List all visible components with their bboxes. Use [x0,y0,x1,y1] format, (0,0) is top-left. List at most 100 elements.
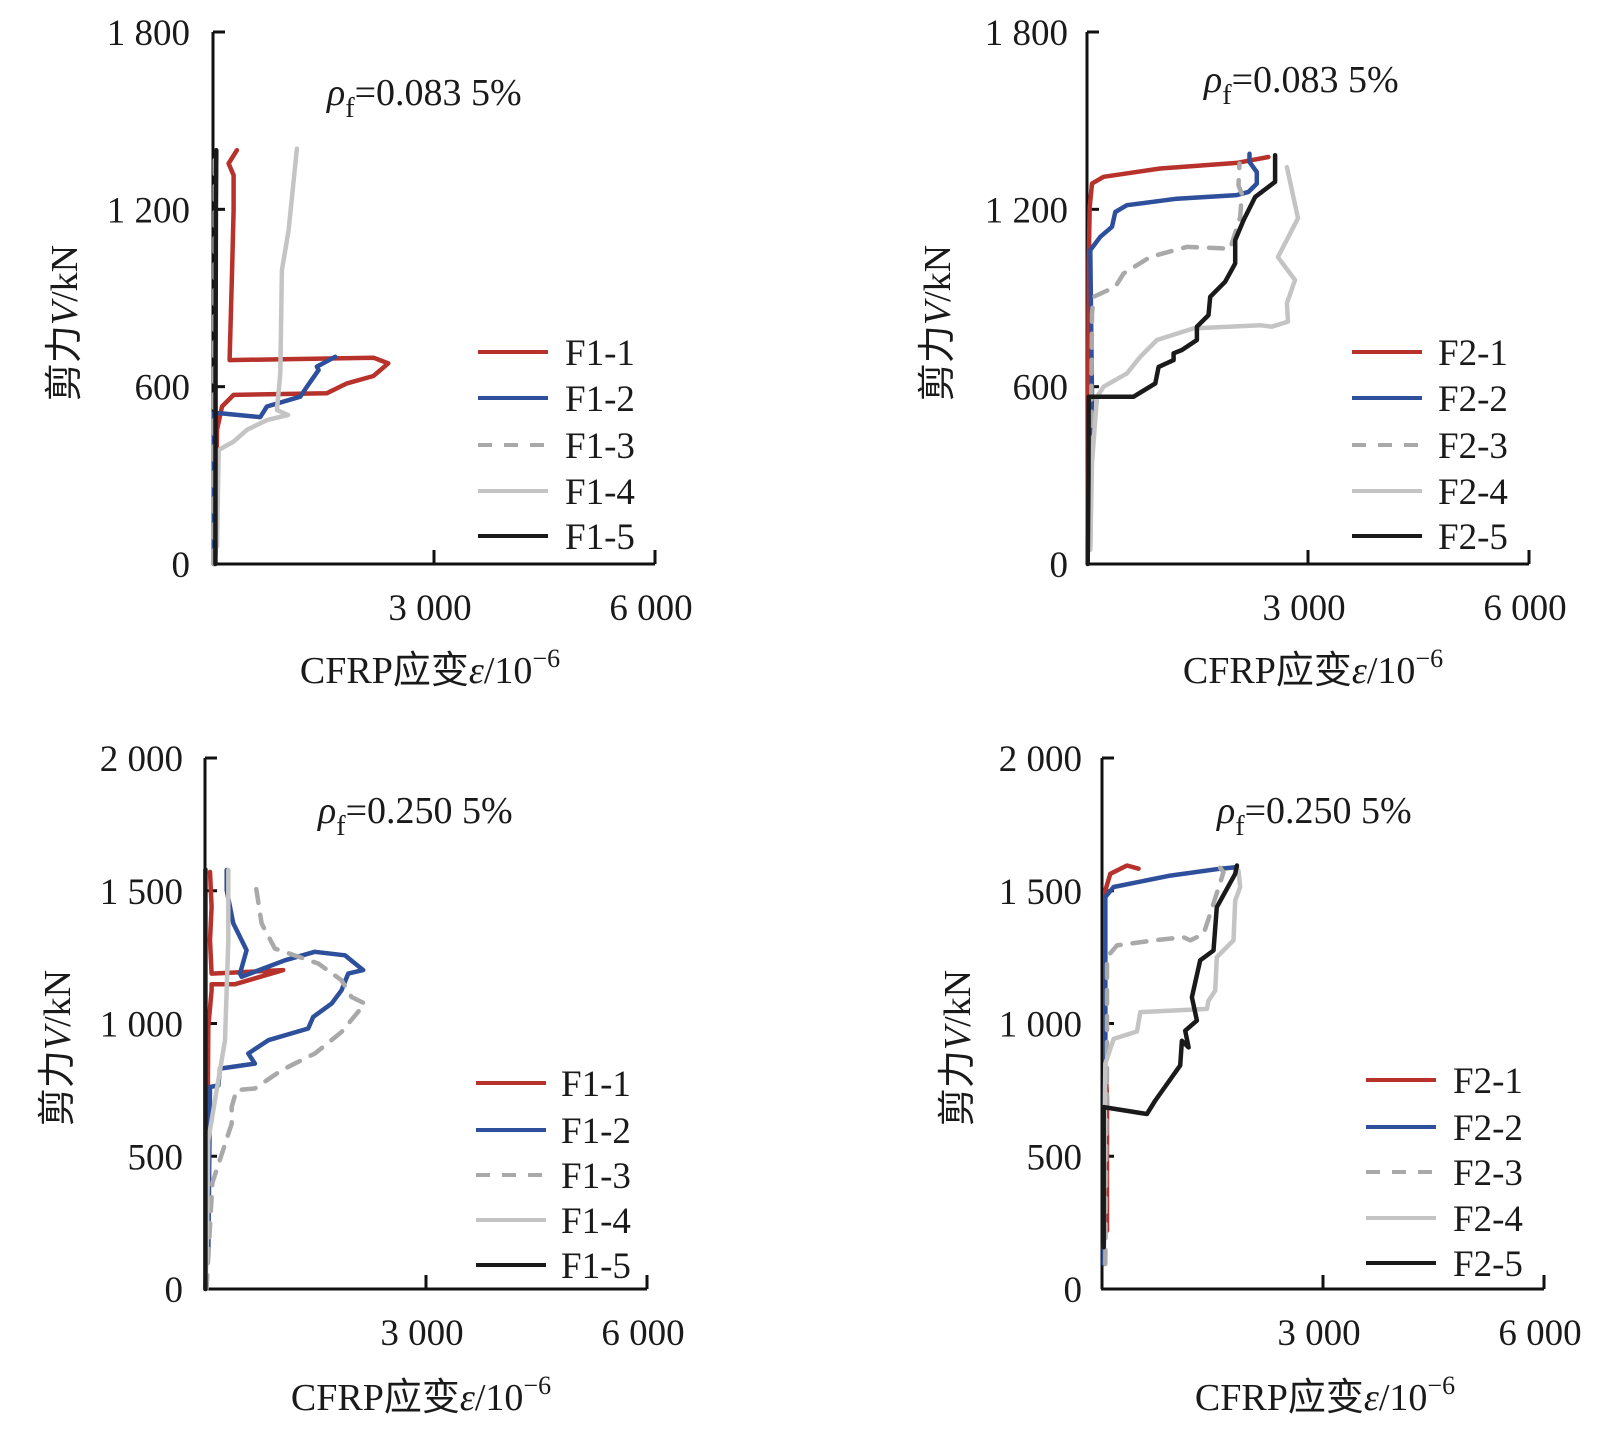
legend-label: F2-3 [1438,426,1508,467]
rho-symbol: ρ [1216,790,1235,832]
rho-subscript: f [345,93,355,124]
y-tick-label: 600 [135,368,191,409]
y-tick-label: 0 [172,545,191,586]
y-tick-label: 500 [1027,1137,1083,1178]
rho-symbol: ρ [1203,59,1222,101]
y-title-var: V [44,298,86,325]
y-axis-title: 剪力V/kN [917,245,959,401]
reinforcement-ratio-annotation: ρf=0.083 5% [1203,59,1399,111]
legend-label: F2-4 [1438,472,1508,513]
y-title-text: 剪力 [44,325,86,401]
legend-label: F2-2 [1453,1108,1523,1149]
rho-value: =0.250 5% [1245,790,1412,832]
x-axis-title: CFRP应变ε/10−6 [1183,644,1443,692]
x-title-unit: /10 [1367,650,1416,692]
y-title-var: V [37,1023,79,1050]
legend-label: F1-2 [561,1111,631,1152]
rho-value: =0.083 5% [355,72,522,114]
x-title-exponent: −6 [1427,1371,1455,1400]
series-line-F2-3 [1088,161,1245,532]
x-title-var: ε [469,650,484,692]
x-title-text: CFRP应变 [1183,650,1352,692]
series-line-F1-5 [213,147,219,567]
rho-subscript: f [1222,80,1232,111]
legend-label: F1-3 [561,1156,631,1197]
rho-value: =0.083 5% [1232,59,1399,101]
reinforcement-ratio-annotation: ρf=0.250 5% [1216,790,1412,842]
x-tick-label: 3 000 [380,1313,463,1354]
x-tick-label: 6 000 [601,1313,684,1354]
y-tick-label: 1 000 [999,1005,1082,1046]
legend-label: F2-5 [1438,517,1508,558]
y-title-text: 剪力 [917,325,959,401]
y-title-var: V [917,298,959,325]
y-tick-label: 500 [128,1137,184,1178]
y-tick-label: 0 [165,1270,184,1311]
x-tick-label: 3 000 [1277,1313,1360,1354]
y-tick-label: 0 [1064,1270,1083,1311]
series-line-F2-5 [1101,863,1240,1250]
x-title-exponent: −6 [1415,644,1443,673]
series-line-F2-2 [1088,151,1260,549]
x-tick-label: 3 000 [1262,588,1345,629]
y-title-unit: /kN [37,970,79,1027]
series-line-F2-5 [1085,152,1278,567]
reinforcement-ratio-annotation: ρf=0.083 5% [326,72,522,124]
y-title-text: 剪力 [37,1050,79,1126]
rho-symbol: ρ [317,790,336,832]
y-axis-title: 剪力V/kN [37,970,79,1126]
y-title-text: 剪力 [937,1050,979,1126]
y-title-unit: /kN [44,245,86,302]
legend-label: F2-5 [1453,1244,1523,1285]
y-tick-label: 1 800 [107,13,190,54]
legend-label: F1-5 [565,517,635,558]
y-tick-label: 1 500 [999,872,1082,913]
y-tick-label: 600 [1013,368,1069,409]
series-line-F2-4 [1101,868,1243,1250]
legend-label: F2-1 [1453,1061,1523,1102]
x-axis-title: CFRP应变ε/10−6 [300,644,560,692]
y-tick-label: 1 800 [985,13,1068,54]
x-title-var: ε [1352,650,1367,692]
x-tick-label: 3 000 [388,588,471,629]
x-title-exponent: −6 [523,1371,551,1400]
rho-subscript: f [336,811,346,842]
rho-value: =0.250 5% [346,790,513,832]
x-axis-title: CFRP应变ε/10−6 [291,1371,551,1419]
legend-label: F2-4 [1453,1199,1523,1240]
series-line-F1-2 [206,867,366,1260]
series-line-F2-4 [1088,164,1301,553]
x-axis-title: CFRP应变ε/10−6 [1195,1371,1455,1419]
y-axis-title: 剪力V/kN [44,245,86,401]
y-tick-label: 2 000 [100,739,183,780]
legend-label: F1-2 [565,379,635,420]
x-tick-label: 6 000 [1498,1313,1581,1354]
legend-label: F1-3 [565,426,635,467]
y-tick-label: 2 000 [999,739,1082,780]
y-tick-label: 1 200 [107,190,190,231]
reinforcement-ratio-annotation: ρf=0.250 5% [317,790,513,842]
legend-label: F1-5 [561,1246,631,1287]
x-title-unit: /10 [475,1377,524,1419]
series-line-F1-1 [204,869,286,1260]
x-title-text: CFRP应变 [291,1377,460,1419]
rho-symbol: ρ [326,72,345,114]
legend-label: F1-4 [561,1201,631,1242]
x-title-unit: /10 [484,650,533,692]
y-tick-label: 1 000 [100,1005,183,1046]
x-title-unit: /10 [1379,1377,1428,1419]
legend-label: F1-4 [565,472,635,513]
y-title-unit: /kN [917,245,959,302]
x-tick-label: 6 000 [609,588,692,629]
series-line-F1-2 [211,354,338,567]
legend-label: F2-3 [1453,1153,1523,1194]
series-line-F1-4 [214,146,300,549]
y-tick-label: 1 500 [100,872,183,913]
y-tick-label: 0 [1050,545,1069,586]
y-tick-label: 1 200 [985,190,1068,231]
legend-label: F2-2 [1438,379,1508,420]
legend-label: F2-1 [1438,333,1508,374]
